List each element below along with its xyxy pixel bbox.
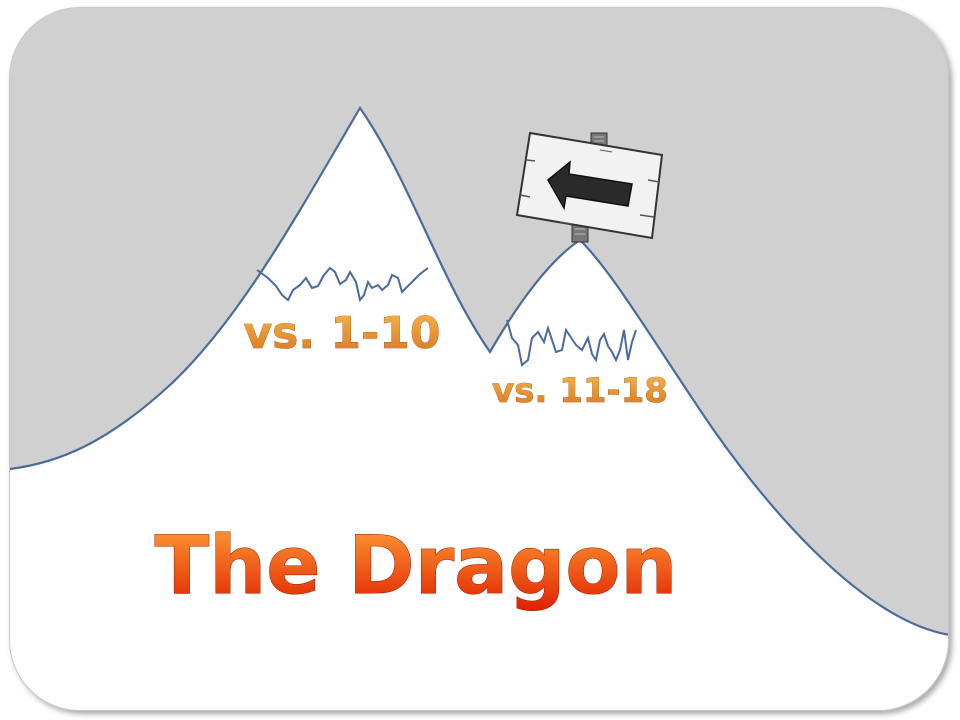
left-peak-label: vs. 1-10 <box>243 308 440 359</box>
page-title: The Dragon <box>155 519 678 612</box>
right-peak-label: vs. 11-18 <box>492 371 668 411</box>
